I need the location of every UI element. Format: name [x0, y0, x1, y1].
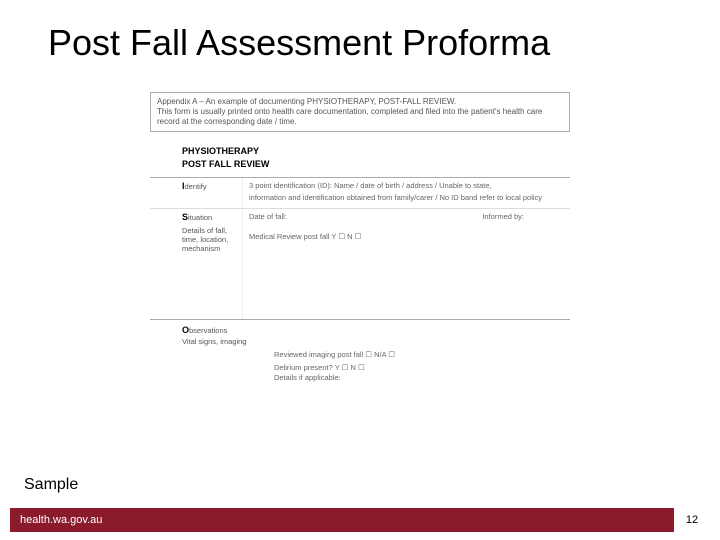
footer-bar: health.wa.gov.au 12 [10, 508, 710, 532]
date-of-fall-label: Date of fall: [249, 212, 287, 221]
footer-url: health.wa.gov.au [20, 514, 102, 526]
medical-review-line: Medical Review post fall Y ☐ N ☐ [249, 232, 564, 241]
form-table: Identify 3 point identification (ID): Na… [150, 177, 570, 321]
row-situation: Situation Details of fall, time, locatio… [150, 209, 570, 319]
appendix-line2: This form is usually printed onto health… [157, 107, 563, 127]
sample-label: Sample [24, 476, 78, 494]
document-preview: Appendix A – An example of documenting P… [150, 92, 570, 385]
appendix-line1: Appendix A – An example of documenting P… [157, 97, 563, 107]
identify-label: Identify [150, 178, 242, 209]
observations-label: Observations Vital signs, imaging [150, 322, 570, 347]
observations-content: Reviewed imaging post fall ☐ N/A ☐ Delir… [150, 347, 570, 385]
appendix-box: Appendix A – An example of documenting P… [150, 92, 570, 132]
situation-content: Date of fall: Informed by: Medical Revie… [242, 209, 570, 319]
row-identify: Identify 3 point identification (ID): Na… [150, 178, 570, 210]
page-number: 12 [674, 508, 710, 532]
slide-title: Post Fall Assessment Proforma [0, 0, 720, 74]
form-header-2: POST FALL REVIEW [150, 159, 570, 170]
situation-label: Situation Details of fall, time, locatio… [150, 209, 242, 319]
form-header-1: PHYSIOTHERAPY [150, 146, 570, 157]
row-observations: Observations Vital signs, imaging Review… [150, 322, 570, 385]
informed-by-label: Informed by: [482, 212, 564, 221]
identify-content: 3 point identification (ID): Name / date… [242, 178, 570, 209]
